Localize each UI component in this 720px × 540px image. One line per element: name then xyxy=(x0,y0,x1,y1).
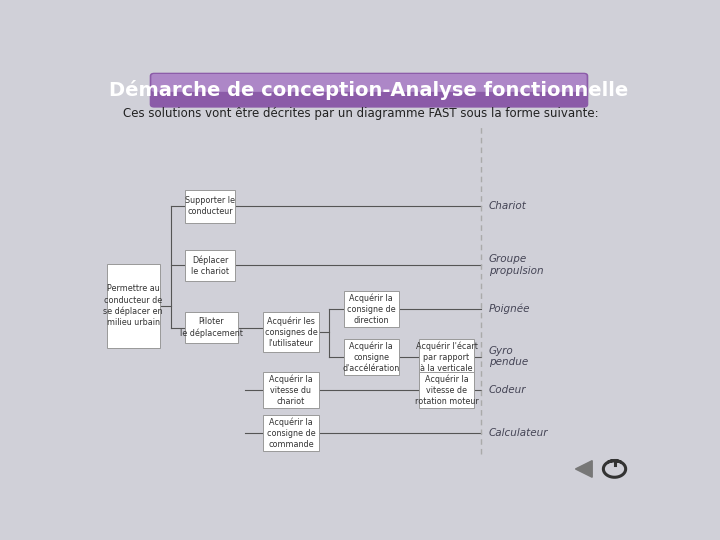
Text: Acquérir la
consigne de
direction: Acquérir la consigne de direction xyxy=(347,293,395,325)
FancyBboxPatch shape xyxy=(150,73,588,107)
Polygon shape xyxy=(575,461,593,477)
Text: Calculateur: Calculateur xyxy=(489,428,549,438)
Bar xyxy=(419,339,474,375)
Text: Acquérir la
consigne de
commande: Acquérir la consigne de commande xyxy=(266,417,315,449)
Text: Poignée: Poignée xyxy=(489,303,531,314)
Bar xyxy=(344,292,399,327)
Bar xyxy=(263,312,319,352)
Bar xyxy=(185,250,235,281)
Bar xyxy=(107,265,160,348)
Text: Acquérir la
vitesse de
rotation moteur: Acquérir la vitesse de rotation moteur xyxy=(415,374,478,406)
Text: Démarche de conception-Analyse fonctionnelle: Démarche de conception-Analyse fonctionn… xyxy=(109,80,629,100)
Bar xyxy=(263,415,319,451)
Text: Supporter le
conducteur: Supporter le conducteur xyxy=(185,196,235,216)
Bar xyxy=(185,190,235,223)
Bar xyxy=(263,373,319,408)
FancyBboxPatch shape xyxy=(151,74,587,92)
Text: Permettre au
conducteur de
se déplacer en
milieu urbain: Permettre au conducteur de se déplacer e… xyxy=(104,285,163,327)
Bar xyxy=(185,312,238,343)
Text: Acquérir la
consigne
d'accélération: Acquérir la consigne d'accélération xyxy=(343,341,400,373)
Text: Codeur: Codeur xyxy=(489,385,526,395)
Text: Acquérir les
consignes de
l'utilisateur: Acquérir les consignes de l'utilisateur xyxy=(264,316,318,348)
Text: Piloter
le déplacement: Piloter le déplacement xyxy=(180,318,243,338)
Text: Acquérir l'écart
par rapport
à la verticale: Acquérir l'écart par rapport à la vertic… xyxy=(415,341,477,373)
Bar xyxy=(344,339,399,375)
Bar xyxy=(419,373,474,408)
Text: Acquérir la
vitesse du
chariot: Acquérir la vitesse du chariot xyxy=(269,374,312,406)
Text: Chariot: Chariot xyxy=(489,201,527,211)
Text: Ces solutions vont être décrites par un diagramme FAST sous la forme suivante:: Ces solutions vont être décrites par un … xyxy=(124,107,599,120)
Text: Groupe
propulsion: Groupe propulsion xyxy=(489,254,544,276)
Text: Déplacer
le chariot: Déplacer le chariot xyxy=(191,255,229,276)
Text: Gyro
pendue: Gyro pendue xyxy=(489,346,528,368)
